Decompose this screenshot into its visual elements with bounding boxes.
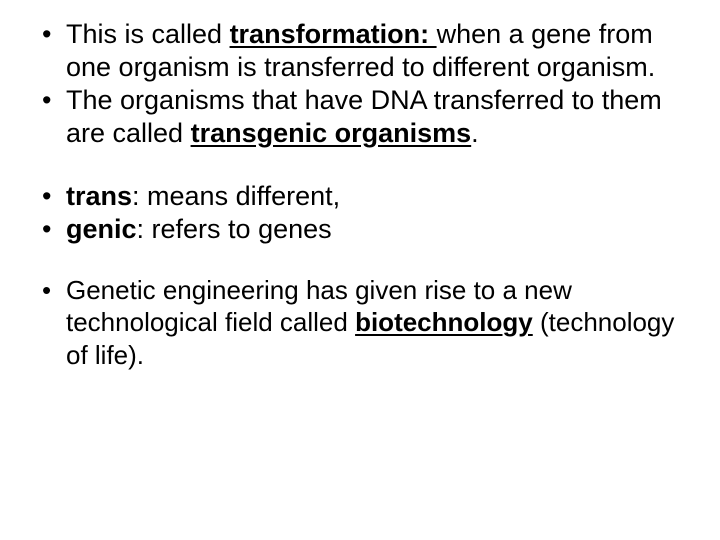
term-biotechnology: biotechnology bbox=[355, 307, 533, 337]
text: . bbox=[471, 118, 479, 148]
bullet-genic-def: genic: refers to genes bbox=[36, 213, 684, 246]
term-transgenic-organisms: transgenic organisms bbox=[191, 118, 472, 148]
slide: This is called transformation: when a ge… bbox=[0, 0, 720, 540]
spacer bbox=[36, 246, 684, 274]
term-genic: genic bbox=[66, 214, 137, 244]
text: : refers to genes bbox=[137, 214, 332, 244]
bullet-group-2: trans: means different, genic: refers to… bbox=[36, 180, 684, 246]
bullet-group-3: Genetic engineering has given rise to a … bbox=[36, 274, 684, 372]
bullet-trans-def: trans: means different, bbox=[36, 180, 684, 213]
term-trans: trans bbox=[66, 181, 132, 211]
bullet-transformation: This is called transformation: when a ge… bbox=[36, 18, 684, 84]
bullet-biotechnology: Genetic engineering has given rise to a … bbox=[36, 274, 684, 372]
bullet-transgenic-organisms: The organisms that have DNA transferred … bbox=[36, 84, 684, 150]
term-transformation: transformation: bbox=[230, 19, 437, 49]
text: This is called bbox=[66, 19, 230, 49]
spacer bbox=[36, 150, 684, 180]
text: : means different, bbox=[132, 181, 340, 211]
bullet-group-1: This is called transformation: when a ge… bbox=[36, 18, 684, 150]
